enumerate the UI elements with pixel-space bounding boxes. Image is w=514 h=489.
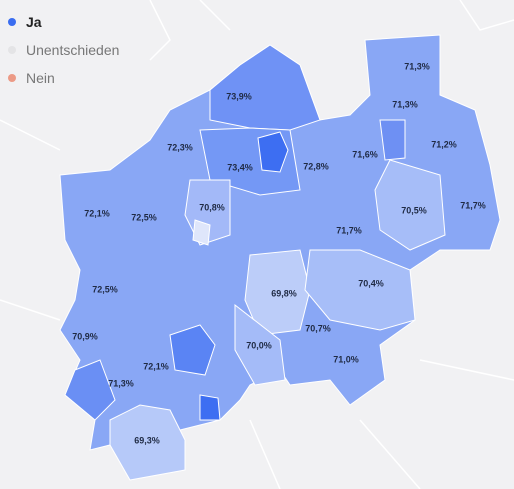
region — [64, 359, 116, 421]
region-label: 72,1% — [143, 361, 169, 371]
region — [304, 249, 416, 331]
region-label: 71,3% — [404, 61, 430, 71]
region-label: 71,0% — [333, 354, 359, 364]
region-label: 72,5% — [92, 284, 118, 294]
regions — [64, 44, 446, 481]
legend-swatch — [8, 74, 16, 82]
region — [379, 119, 406, 161]
legend: Ja Unentschieden Nein — [8, 8, 119, 92]
region-labels: 71,3% 73,9% 71,3% 72,3% 71,6% 71,2% 73,4… — [72, 61, 486, 445]
legend-item[interactable]: Nein — [8, 64, 119, 92]
region — [374, 159, 446, 251]
legend-label: Unentschieden — [26, 42, 120, 58]
region-label: 71,7% — [460, 200, 486, 210]
legend-swatch — [8, 46, 16, 54]
legend-swatch — [8, 18, 16, 26]
legend-item[interactable]: Ja — [8, 8, 119, 36]
region-label: 71,3% — [392, 99, 418, 109]
region-label: 71,3% — [108, 378, 134, 388]
region-label: 70,9% — [72, 331, 98, 341]
region-label: 70,0% — [246, 340, 272, 350]
region — [199, 394, 221, 421]
region-label: 70,8% — [199, 202, 225, 212]
region — [109, 404, 186, 481]
region-label: 72,8% — [303, 161, 329, 171]
region-label: 69,3% — [134, 435, 160, 445]
region-label: 69,8% — [271, 288, 297, 298]
region-label: 70,7% — [305, 323, 331, 333]
region-label: 73,4% — [227, 162, 253, 172]
region — [257, 131, 289, 173]
region-label: 70,4% — [358, 278, 384, 288]
legend-label: Ja — [26, 14, 42, 30]
region-label: 72,5% — [131, 212, 157, 222]
region-label: 70,5% — [401, 205, 427, 215]
region — [234, 303, 286, 386]
legend-item[interactable]: Unentschieden — [8, 36, 119, 64]
region-label: 72,1% — [84, 208, 110, 218]
region-label: 71,7% — [336, 225, 362, 235]
region-label: 73,9% — [226, 91, 252, 101]
region-label: 72,3% — [167, 142, 193, 152]
legend-label: Nein — [26, 70, 55, 86]
region-label: 71,2% — [431, 139, 457, 149]
region — [244, 249, 311, 336]
region-label: 71,6% — [352, 149, 378, 159]
region — [192, 219, 211, 246]
region — [169, 324, 216, 376]
